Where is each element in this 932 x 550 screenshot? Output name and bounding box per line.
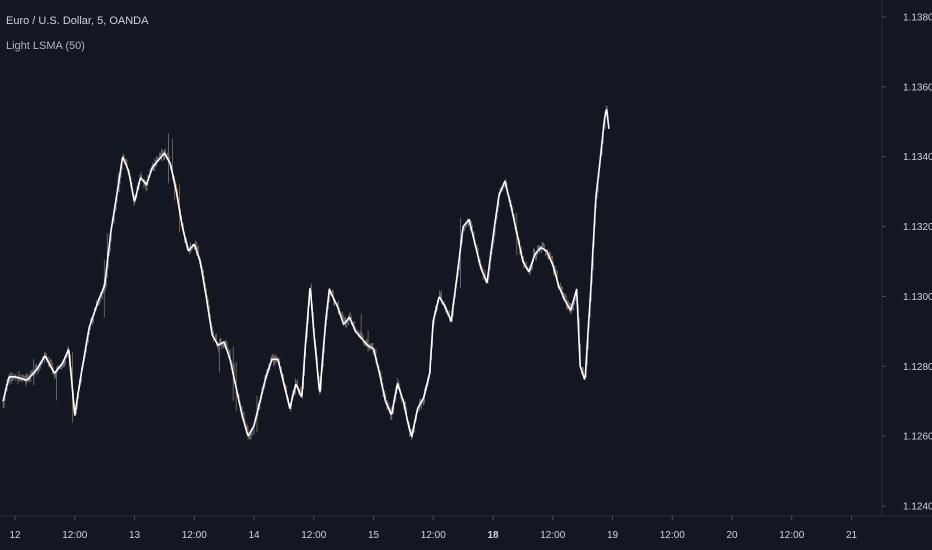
x-tick-label: 18 (487, 530, 499, 541)
x-tick-label: 12:00 (301, 530, 326, 541)
x-tick-label: 15 (368, 530, 380, 541)
x-tick-label: 12 (9, 530, 21, 541)
chart-legend: Euro / U.S. Dollar, 5, OANDA Light LSMA … (6, 14, 148, 54)
lsma-line (2, 109, 610, 437)
y-tick-label: 1.13400 (903, 152, 932, 163)
x-tick-label: 12:00 (421, 530, 446, 541)
x-tick-label: 12:00 (540, 530, 565, 541)
x-tick-label: 13 (129, 530, 141, 541)
x-tick-label: 12:00 (779, 530, 804, 541)
y-tick-label: 1.13000 (903, 292, 932, 303)
x-tick-label: 12:00 (660, 530, 685, 541)
y-tick-label: 1.12600 (903, 432, 932, 443)
x-tick-label: 14 (248, 530, 260, 541)
time-axis[interactable]: 12 12:00 13 12:00 14 12:00 15 12:00 18 12:00 19 12:… (9, 516, 857, 541)
y-tick-label: 1.12400 (903, 502, 932, 513)
price-axis[interactable]: 1.12400 1.12600 1.12800 1.13000 1.13200 1.134… (882, 12, 932, 513)
y-tick-label: 1.13600 (903, 82, 932, 93)
y-tick-label: 1.13800 (903, 12, 932, 23)
y-tick-label: 1.12800 (903, 362, 932, 373)
x-tick-label: 12:00 (62, 530, 87, 541)
indicator-title[interactable]: Light LSMA (50) (6, 40, 85, 52)
x-tick-label: 20 (726, 530, 738, 541)
x-tick-label: 19 (607, 530, 619, 541)
x-tick-label: 21 (846, 530, 858, 541)
x-tick-label: 12:00 (182, 530, 207, 541)
symbol-title[interactable]: Euro / U.S. Dollar, 5, OANDA (6, 15, 149, 27)
y-tick-label: 1.13200 (903, 222, 932, 233)
